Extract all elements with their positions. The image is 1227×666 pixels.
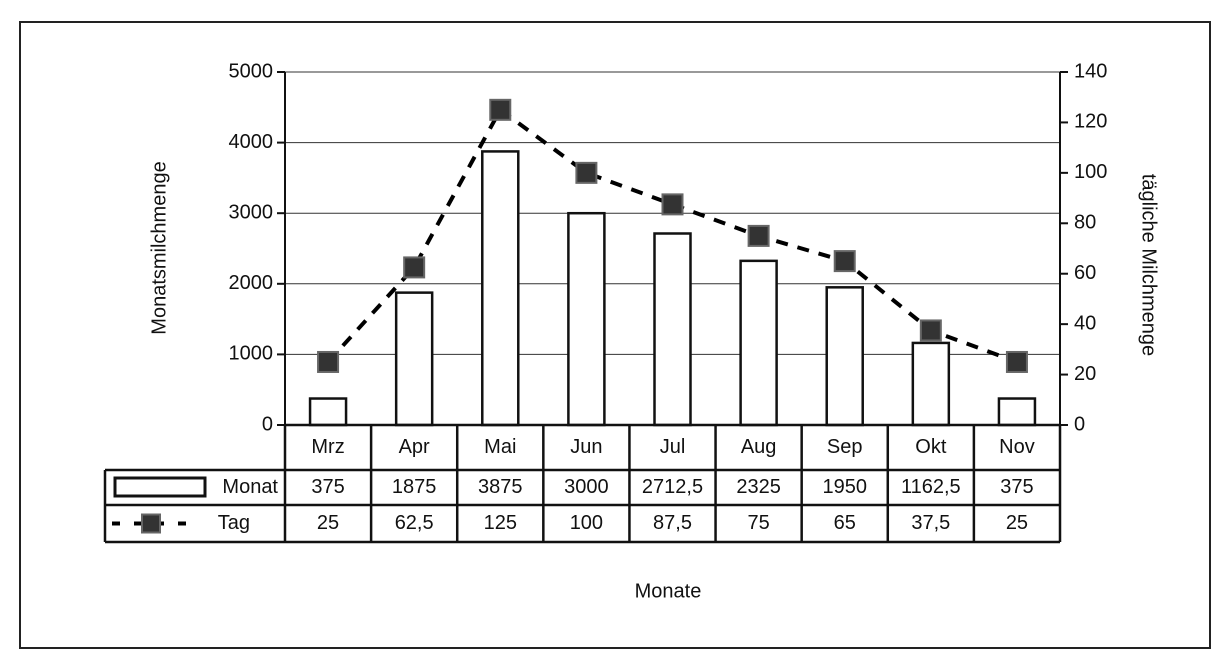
table-cell: 65 [834,512,856,534]
table-cell: 1162,5 [901,476,961,498]
table-cell: 375 [311,476,344,498]
table-cell: 75 [747,512,769,534]
table-cell: 25 [1006,512,1028,534]
table-cell: 62,5 [395,512,434,534]
y2-tick-label: 20 [1074,363,1096,385]
y-tick-label: 2000 [229,272,274,294]
x-tick-label: Okt [915,436,947,458]
bar [653,232,692,427]
x-tick-label: Aug [741,436,777,458]
line-marker [1005,350,1028,373]
line-marker [833,250,856,273]
line-marker [919,319,942,342]
y-tick-label: 4000 [229,131,274,153]
line [326,106,1018,364]
table-cell: 375 [1000,476,1033,498]
x-tick-label: Sep [827,436,863,458]
table-cell: 1875 [392,476,437,498]
bar [997,397,1037,427]
y2-axis-label: tägliche Milchmenge [1138,174,1160,356]
bar [825,286,864,427]
line-marker [317,350,340,373]
y-tick-label: 0 [262,413,273,435]
legend-label: Monat [222,476,278,498]
bar [739,259,778,427]
line-marker [489,98,512,121]
x-tick-label: Mrz [311,436,344,458]
y2-tick-label: 80 [1074,212,1096,234]
frame [19,21,1211,649]
y2-tick-label: 40 [1074,312,1096,334]
table-cell: 125 [484,512,517,534]
y-axis-label: Monatsmilchmenge [148,161,170,334]
table-cell: 3000 [564,476,609,498]
y2-tick-label: 60 [1074,262,1096,284]
bar [394,291,434,427]
table-cell: 1950 [822,476,867,498]
y-tick-label: 5000 [229,60,274,82]
y-tick-label: 3000 [229,201,274,223]
legend-label: Tag [218,512,250,534]
x-tick-label: Jun [570,436,602,458]
y2-tick-label: 120 [1074,111,1107,133]
table-cell: 25 [317,512,339,534]
table-cell: 3875 [478,476,523,498]
table-cell: 2325 [736,476,781,498]
x-tick-label: Jul [660,436,686,458]
bar [481,150,520,427]
x-tick-label: Mai [484,436,516,458]
legend-swatch [113,476,207,498]
table-cell: 100 [570,512,603,534]
x-tick-label: Nov [999,436,1035,458]
x-axis-label: Monate [635,580,702,602]
x-tick-label: Apr [399,436,430,458]
y-tick-label: 1000 [229,343,274,365]
line-marker [403,256,426,279]
y2-tick-label: 140 [1074,60,1107,82]
bar [911,341,951,427]
line-marker [575,161,598,184]
line-marker [661,193,684,216]
bar [567,211,606,427]
legend-swatch [141,513,161,534]
bar [308,397,348,427]
y2-tick-label: 100 [1074,161,1107,183]
y2-tick-label: 0 [1074,413,1085,435]
table-cell: 37,5 [911,512,950,534]
line-marker [747,224,770,247]
table-cell: 87,5 [653,512,692,534]
table-cell: 2712,5 [642,476,703,498]
